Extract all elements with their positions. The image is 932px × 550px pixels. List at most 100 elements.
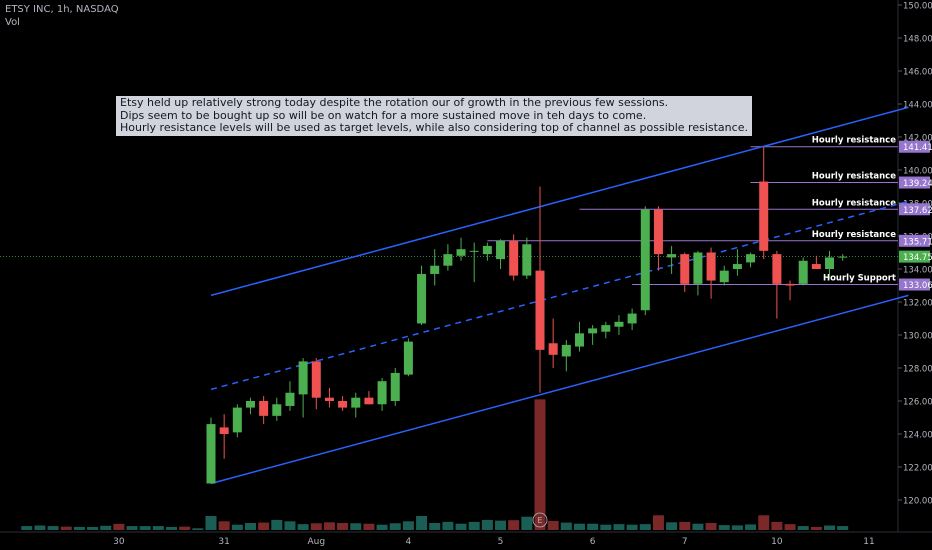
candle-body (272, 404, 282, 416)
volume-bar (310, 523, 322, 530)
candle-body (232, 407, 242, 433)
volume-bar (797, 526, 809, 530)
volume-bar (297, 524, 309, 530)
volume-bar (139, 526, 151, 530)
volume-bar (60, 526, 72, 530)
volume-bar (47, 526, 59, 530)
earnings-event-label: E (537, 516, 542, 525)
volume-bar (284, 521, 296, 530)
candle-body (351, 397, 361, 408)
candle-body (640, 209, 650, 311)
level-price-badge (899, 176, 930, 189)
annotation-line: Hourly resistance levels will be used as… (120, 121, 748, 134)
price-tick-label: 140.00 (903, 167, 932, 177)
last-price-badge-label: 134.75 (903, 253, 932, 263)
candle-body (838, 256, 848, 258)
candle-body (601, 325, 611, 332)
candle-body (219, 427, 229, 434)
candle-body (259, 401, 269, 416)
time-tick-label: Aug (307, 537, 325, 547)
candle-body (561, 344, 571, 357)
volume-bar (152, 526, 164, 530)
price-tick-label: 142.00 (903, 134, 932, 144)
price-tick-label: 146.00 (903, 68, 932, 78)
volume-bar (600, 524, 612, 530)
volume-bar (455, 523, 467, 530)
time-tick-label: 11 (863, 537, 874, 547)
volume-bar (87, 526, 99, 530)
level-price-badge (899, 278, 930, 291)
volume-bar (258, 522, 270, 530)
level-price-badge-label: 137.62 (903, 206, 932, 216)
level-price-badge (899, 234, 930, 247)
level-price-badge (899, 140, 930, 153)
volume-bar (626, 524, 638, 530)
volume-bar (508, 520, 520, 530)
level-price-badge-label: 133.06 (903, 281, 932, 291)
volume-bar (323, 522, 335, 530)
candle-body (653, 209, 663, 255)
candle-body (535, 270, 545, 350)
volume-bar (205, 516, 217, 530)
time-tick-label: 7 (682, 537, 688, 547)
candle-body (285, 392, 295, 406)
volume-bar (244, 523, 256, 530)
candle-body (706, 252, 716, 281)
candle-body (482, 245, 492, 255)
volume-label: Vol (5, 17, 20, 28)
price-tick-label: 134.00 (903, 266, 932, 276)
price-tick-label: 132.00 (903, 299, 932, 309)
candle-body (456, 249, 466, 256)
volume-bar (745, 524, 757, 530)
volume-bar (402, 521, 414, 530)
volume-bar (442, 521, 454, 530)
time-tick-label: 5 (498, 537, 504, 547)
price-tick-label: 148.00 (903, 35, 932, 45)
candle-body (785, 283, 795, 286)
channel-upper-line (210, 106, 909, 297)
candle-body (509, 240, 519, 276)
volume-bar (692, 523, 704, 530)
level-caption: Hourly Support (823, 274, 896, 284)
volume-bar (126, 526, 138, 530)
annotation-note[interactable]: Etsy held up relatively strong today des… (116, 96, 752, 136)
volume-bar (771, 521, 783, 530)
volume-bar (810, 526, 822, 530)
volume-bar (560, 522, 572, 530)
candle-body (377, 381, 387, 405)
level-price-badge-label: 141.41 (903, 143, 932, 153)
symbol-title: ETSY INC, 1h, NASDAQ (5, 4, 119, 15)
volume-bar (192, 528, 204, 530)
volume-bar (495, 520, 507, 530)
candle-body (245, 401, 255, 408)
candle-body (469, 250, 479, 252)
volume-bar (100, 525, 112, 530)
volume-bar (350, 523, 362, 530)
candle-body (548, 343, 558, 355)
time-tick-label: 6 (590, 537, 596, 547)
volume-bar (587, 523, 599, 530)
candle-body (298, 361, 308, 395)
volume-bar (21, 526, 33, 530)
price-tick-label: 150.00 (903, 2, 932, 12)
volume-bar (613, 524, 625, 530)
time-tick-label: 30 (113, 537, 125, 547)
candle-body (338, 401, 348, 408)
time-tick-label: 4 (406, 537, 412, 547)
price-tick-label: 144.00 (903, 101, 932, 111)
volume-bar (758, 515, 770, 530)
candle-body (811, 264, 821, 269)
candle-body (430, 265, 440, 274)
candle-body (311, 361, 321, 398)
candle-body (443, 254, 453, 266)
volume-bar (547, 520, 559, 530)
level-price-badge-label: 135.71 (903, 237, 932, 247)
volume-bar (337, 523, 349, 530)
price-tick-label: 130.00 (903, 332, 932, 342)
volume-bar (837, 526, 849, 530)
candle-body (772, 254, 782, 284)
level-caption: Hourly resistance (812, 136, 896, 146)
candle-body (627, 313, 637, 324)
